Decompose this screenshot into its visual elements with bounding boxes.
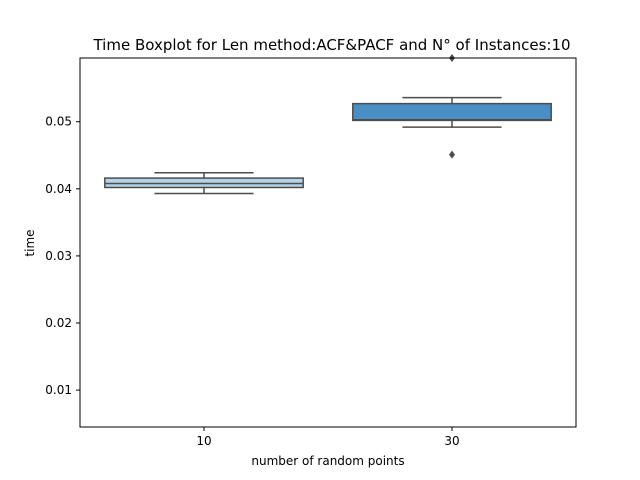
y-axis-label: time [23,229,37,256]
y-tick-label: 0.05 [45,115,72,129]
outlier-point [449,150,455,159]
x-tick-label: 10 [196,434,211,448]
x-axis: 10 30 [196,427,460,448]
x-tick-label: 30 [444,434,459,448]
plot-area [104,54,552,195]
box-iqr [352,102,552,122]
box-group-10 [104,171,304,195]
chart-title: Time Boxplot for Len method:ACF&PACF and… [92,36,570,54]
y-axis: 0.01 0.02 0.03 0.04 0.05 [45,115,80,397]
axes-frame [79,57,577,428]
box-group-30 [352,54,552,159]
y-tick-label: 0.01 [45,383,72,397]
y-tick-label: 0.03 [45,249,72,263]
x-axis-label: number of random points [251,454,404,468]
y-tick-label: 0.02 [45,316,72,330]
y-tick-label: 0.04 [45,182,72,196]
